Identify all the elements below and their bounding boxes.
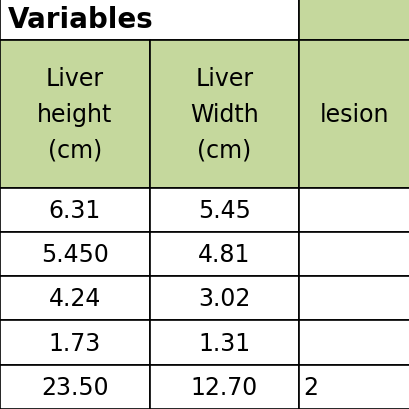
Bar <box>0 0 299 41</box>
Text: 5.45: 5.45 <box>198 198 250 222</box>
Text: Liver
height
(cm): Liver height (cm) <box>37 67 112 162</box>
Bar <box>299 188 409 232</box>
Text: 23.50: 23.50 <box>41 375 108 399</box>
Text: 1.73: 1.73 <box>49 331 101 355</box>
Bar <box>299 232 409 276</box>
Text: Liver
Width
(cm): Liver Width (cm) <box>190 67 258 162</box>
Bar <box>149 276 299 321</box>
Text: 1.31: 1.31 <box>198 331 250 355</box>
Bar <box>0 276 149 321</box>
Text: lesion: lesion <box>319 103 389 126</box>
Text: Variables: Variables <box>7 7 153 34</box>
Bar <box>299 0 409 41</box>
Bar <box>149 321 299 365</box>
Bar <box>149 232 299 276</box>
Text: 2: 2 <box>303 375 318 399</box>
Bar <box>299 276 409 321</box>
Text: 5.450: 5.450 <box>41 243 108 266</box>
Text: 6.31: 6.31 <box>49 198 101 222</box>
Text: 12.70: 12.70 <box>190 375 258 399</box>
Text: 4.24: 4.24 <box>49 287 101 310</box>
Bar <box>149 365 299 409</box>
Bar <box>0 188 149 232</box>
Bar <box>0 41 149 188</box>
Bar <box>149 188 299 232</box>
Bar <box>299 41 409 188</box>
Text: 3.02: 3.02 <box>198 287 250 310</box>
Bar <box>299 321 409 365</box>
Bar <box>149 41 299 188</box>
Bar <box>299 365 409 409</box>
Bar <box>0 232 149 276</box>
Text: 4.81: 4.81 <box>198 243 250 266</box>
Bar <box>0 365 149 409</box>
Bar <box>0 321 149 365</box>
